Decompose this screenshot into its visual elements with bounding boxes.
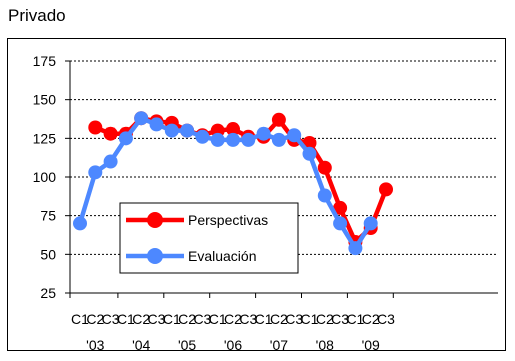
x-quarter-label: C1 xyxy=(301,311,319,327)
x-quarter-label: C2 xyxy=(270,311,288,327)
x-quarter-label: C2 xyxy=(86,311,104,327)
x-quarter-label: C2 xyxy=(224,311,242,327)
data-point xyxy=(149,117,164,132)
x-year-label: '05 xyxy=(178,337,196,350)
chart-frame: 25 50 75 100 125 150 175 C1 C2 C3 C1 C2 C3 C1 C2 C3 C1 C2… xyxy=(7,38,506,351)
y-tick-label: 25 xyxy=(40,285,56,301)
data-point xyxy=(317,188,332,203)
x-year-label: '07 xyxy=(270,337,288,350)
data-point xyxy=(134,111,149,126)
x-quarter-label: C2 xyxy=(316,311,334,327)
x-year-label: '09 xyxy=(362,337,380,350)
data-point xyxy=(226,132,240,147)
data-point xyxy=(164,123,179,138)
data-point xyxy=(103,126,118,141)
data-point xyxy=(118,131,133,146)
y-tick-label: 175 xyxy=(33,53,57,69)
data-point xyxy=(256,126,271,141)
x-quarter-label: C1 xyxy=(71,311,89,327)
legend-label: Evaluación xyxy=(188,248,257,264)
x-year-label: '04 xyxy=(132,337,150,350)
x-quarter-label: C3 xyxy=(285,311,303,327)
data-point xyxy=(180,123,195,138)
legend-marker xyxy=(147,248,163,264)
x-quarter-label: C1 xyxy=(255,311,273,327)
data-point xyxy=(317,160,332,175)
data-point xyxy=(226,122,240,137)
data-point xyxy=(88,120,103,135)
data-point xyxy=(287,128,302,143)
legend-label: Perspectivas xyxy=(188,212,268,228)
data-point xyxy=(103,154,118,169)
y-tick-label: 100 xyxy=(33,169,57,185)
data-point xyxy=(241,132,256,147)
x-quarter-label: C3 xyxy=(239,311,257,327)
data-point xyxy=(379,182,393,197)
x-quarter-label: C3 xyxy=(102,311,120,327)
x-year-label: '03 xyxy=(86,337,104,350)
page-title: Privado xyxy=(8,6,66,25)
x-year-label: '08 xyxy=(316,337,334,350)
data-point xyxy=(333,216,348,231)
data-point xyxy=(88,165,103,180)
x-quarter-label: C2 xyxy=(362,311,380,327)
legend-marker xyxy=(147,212,163,228)
y-tick-label: 50 xyxy=(40,246,56,262)
x-quarter-label: C1 xyxy=(117,311,135,327)
x-quarter-label: C1 xyxy=(346,311,364,327)
data-point xyxy=(333,200,348,215)
data-point xyxy=(271,132,286,147)
data-point xyxy=(348,241,363,256)
x-quarter-label: C3 xyxy=(331,311,349,327)
data-point xyxy=(271,112,286,127)
x-quarter-label: C1 xyxy=(163,311,181,327)
x-quarter-label: C3 xyxy=(377,311,395,327)
line-chart: 255075100125150175C1C2C3C1C2C3C1C2C3C1C2… xyxy=(33,53,498,350)
x-quarter-label: C2 xyxy=(178,311,196,327)
y-tick-label: 75 xyxy=(40,208,56,224)
data-point xyxy=(210,132,225,147)
data-point xyxy=(363,216,378,231)
x-quarter-label: C3 xyxy=(193,311,211,327)
data-point xyxy=(302,146,317,161)
y-tick-label: 150 xyxy=(33,92,57,108)
x-quarter-label: C3 xyxy=(148,311,166,327)
data-point xyxy=(195,129,210,144)
y-tick-label: 125 xyxy=(33,130,57,146)
x-quarter-label: C2 xyxy=(132,311,150,327)
data-point xyxy=(73,216,87,231)
x-year-label: '06 xyxy=(224,337,242,350)
x-quarter-label: C1 xyxy=(209,311,227,327)
